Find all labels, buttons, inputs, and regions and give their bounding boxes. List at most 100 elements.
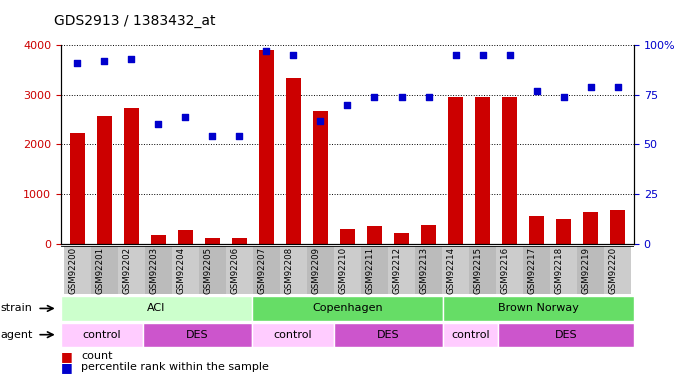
- Point: [504, 52, 515, 58]
- Bar: [394, 233, 409, 244]
- Point: [72, 60, 83, 66]
- Text: GSM92209: GSM92209: [311, 247, 321, 294]
- Point: [261, 48, 272, 54]
- Bar: [252, 322, 334, 347]
- Bar: [143, 322, 252, 347]
- Bar: [577, 246, 604, 294]
- Text: percentile rank within the sample: percentile rank within the sample: [81, 363, 269, 372]
- Bar: [259, 51, 274, 244]
- Point: [369, 94, 380, 100]
- Text: ACI: ACI: [147, 303, 165, 313]
- Text: GSM92202: GSM92202: [122, 247, 132, 294]
- Bar: [498, 322, 634, 347]
- Bar: [178, 230, 193, 244]
- Text: GSM92200: GSM92200: [68, 247, 77, 294]
- Text: GSM92205: GSM92205: [203, 247, 212, 294]
- Bar: [367, 226, 382, 244]
- Text: Copenhagen: Copenhagen: [312, 303, 383, 313]
- Text: strain: strain: [0, 303, 32, 313]
- Text: GSM92211: GSM92211: [365, 247, 374, 294]
- Bar: [280, 246, 307, 294]
- Point: [234, 134, 245, 140]
- Text: GDS2913 / 1383432_at: GDS2913 / 1383432_at: [54, 14, 216, 28]
- Bar: [232, 238, 247, 244]
- Text: ■: ■: [61, 361, 73, 374]
- Bar: [252, 296, 443, 321]
- Bar: [118, 246, 145, 294]
- Bar: [421, 225, 436, 244]
- Bar: [604, 246, 631, 294]
- Bar: [388, 246, 415, 294]
- Point: [99, 58, 110, 64]
- Bar: [361, 246, 388, 294]
- Text: GSM92208: GSM92208: [285, 247, 294, 294]
- Point: [396, 94, 407, 100]
- Text: agent: agent: [0, 330, 33, 340]
- Text: GSM92203: GSM92203: [149, 247, 158, 294]
- Point: [126, 56, 137, 62]
- Point: [477, 52, 488, 58]
- Bar: [415, 246, 442, 294]
- Bar: [307, 246, 334, 294]
- Text: GSM92201: GSM92201: [95, 247, 104, 294]
- Point: [288, 52, 299, 58]
- Bar: [286, 78, 301, 244]
- Bar: [550, 246, 577, 294]
- Text: control: control: [83, 330, 121, 340]
- Bar: [340, 230, 355, 244]
- Bar: [172, 246, 199, 294]
- Text: GSM92219: GSM92219: [582, 247, 591, 294]
- Bar: [502, 97, 517, 244]
- Text: count: count: [81, 351, 113, 361]
- Bar: [253, 246, 280, 294]
- Bar: [91, 246, 118, 294]
- Text: DES: DES: [377, 330, 400, 340]
- Bar: [61, 322, 143, 347]
- Bar: [443, 322, 498, 347]
- Text: GSM92218: GSM92218: [555, 247, 563, 294]
- Text: GSM92210: GSM92210: [338, 247, 347, 294]
- Bar: [334, 322, 443, 347]
- Bar: [61, 296, 252, 321]
- Bar: [530, 216, 544, 244]
- Bar: [442, 246, 469, 294]
- Text: GSM92204: GSM92204: [176, 247, 185, 294]
- Point: [585, 84, 596, 90]
- Bar: [334, 246, 361, 294]
- Bar: [124, 108, 139, 244]
- Point: [450, 52, 461, 58]
- Bar: [469, 246, 496, 294]
- Point: [207, 134, 218, 140]
- Text: GSM92220: GSM92220: [609, 247, 618, 294]
- Bar: [70, 134, 85, 244]
- Text: GSM92206: GSM92206: [231, 247, 239, 294]
- Text: GSM92213: GSM92213: [420, 247, 428, 294]
- Text: control: control: [274, 330, 313, 340]
- Bar: [205, 238, 220, 244]
- Bar: [583, 213, 598, 244]
- Text: GSM92216: GSM92216: [500, 247, 510, 294]
- Point: [612, 84, 623, 90]
- Bar: [523, 246, 550, 294]
- Text: GSM92217: GSM92217: [527, 247, 537, 294]
- Text: GSM92214: GSM92214: [447, 247, 456, 294]
- Text: control: control: [451, 330, 490, 340]
- Bar: [97, 116, 112, 244]
- Point: [180, 114, 191, 120]
- Point: [153, 122, 163, 128]
- Bar: [151, 235, 165, 244]
- Point: [315, 117, 326, 123]
- Bar: [556, 219, 571, 244]
- Point: [558, 94, 569, 100]
- Bar: [145, 246, 172, 294]
- Bar: [496, 246, 523, 294]
- Text: GSM92212: GSM92212: [393, 247, 401, 294]
- Bar: [443, 296, 634, 321]
- Bar: [313, 111, 328, 244]
- Text: ■: ■: [61, 350, 73, 363]
- Bar: [610, 210, 625, 244]
- Bar: [448, 97, 463, 244]
- Text: DES: DES: [555, 330, 577, 340]
- Point: [342, 102, 353, 108]
- Text: Brown Norway: Brown Norway: [498, 303, 579, 313]
